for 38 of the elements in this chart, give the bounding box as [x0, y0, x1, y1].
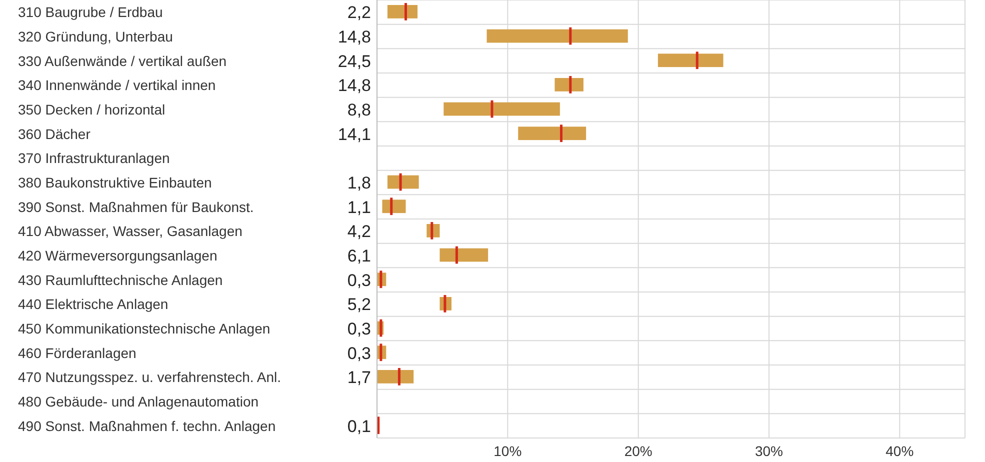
y-tick-label: 440 Elektrische Anlagen — [18, 296, 168, 312]
text: 14,8 — [338, 28, 371, 46]
y-tick-label: 410 Abwasser, Wasser, Gasanlagen — [18, 223, 242, 240]
y-tick-label: 370 Infrastrukturanlagen — [18, 150, 170, 166]
text: 1,1 — [347, 198, 371, 217]
y-tick-label: 480 Gebäude- und Anlagenautomation — [18, 394, 259, 410]
y-tick-label: 390 Sonst. Maßnahmen für Baukonst. — [18, 198, 254, 215]
y-tick-label: 380 Baukonstruktive Einbauten — [18, 174, 212, 190]
text: 0,3 — [347, 270, 371, 290]
text: 24,5 — [338, 52, 371, 71]
text: 0,3 — [347, 320, 371, 338]
text: 0,3 — [347, 344, 371, 363]
x-tick-label: 10% — [494, 442, 522, 459]
x-tick-label: 30% — [754, 442, 784, 459]
text: 14,8 — [338, 76, 371, 96]
y-tick-label: 320 Gründung, Unterbau — [18, 28, 173, 44]
text: 1,7 — [347, 368, 371, 388]
y-tick-label: 360 Dächer — [18, 126, 91, 142]
text: 8,8 — [347, 100, 371, 120]
text: 5,2 — [347, 295, 371, 314]
y-tick-label: 330 Außenwände / vertikal außen — [18, 52, 227, 69]
y-tick-label: 340 Innenwände / vertikal innen — [18, 77, 216, 94]
text: 0,1 — [347, 416, 371, 436]
y-tick-label: 460 Förderanlagen — [18, 344, 136, 361]
x-tick-label: 20% — [624, 442, 652, 459]
text: 14,1 — [338, 124, 371, 144]
y-tick-label: 430 Raumlufttechnische Anlagen — [18, 272, 223, 288]
text: 1,8 — [347, 174, 371, 192]
y-tick-label: 310 Baugrube / Erdbau — [18, 4, 163, 20]
text: 4,2 — [347, 222, 371, 242]
y-tick-label: 350 Decken / horizontal — [18, 102, 166, 118]
y-tick-label: 470 Nutzungsspez. u. verfahrenstech. Anl. — [18, 369, 282, 386]
x-tick-label: 40% — [886, 442, 914, 459]
text: 6,1 — [347, 246, 371, 266]
y-tick-label: 420 Wärmeversorgungsanlagen — [18, 248, 218, 264]
y-tick-label: 450 Kommunikationstechnische Anlagen — [18, 320, 270, 336]
y-tick-label: 490 Sonst. Maßnahmen f. techn. Anlagen — [18, 418, 276, 434]
text: 2,2 — [347, 3, 371, 22]
